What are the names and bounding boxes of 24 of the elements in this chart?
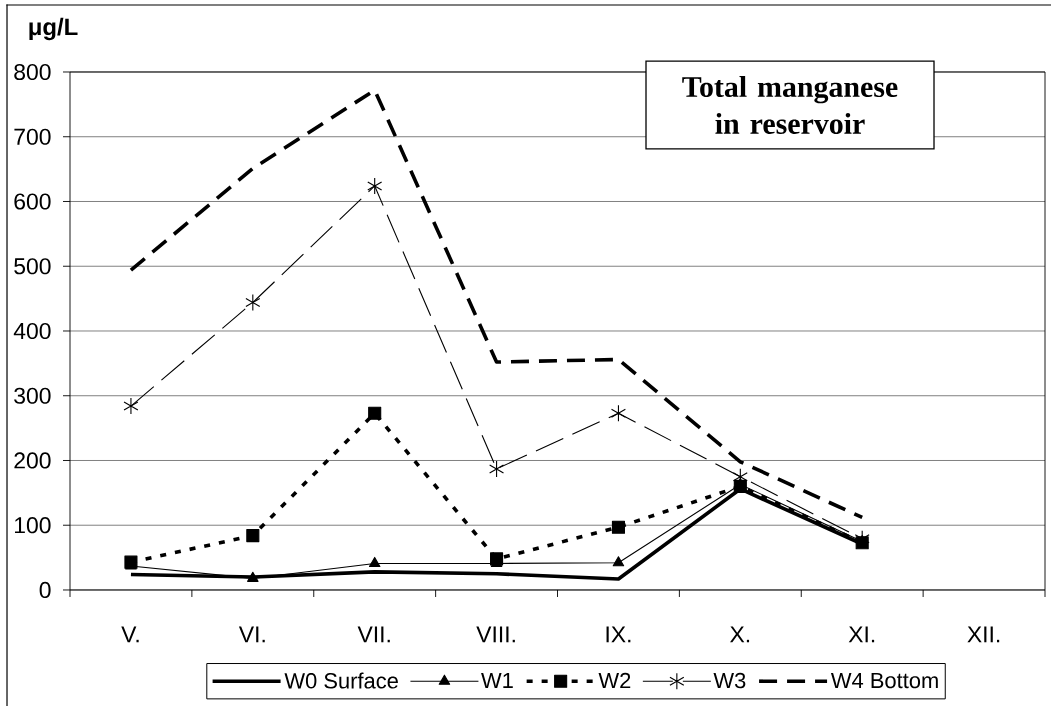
legend-label: W3 xyxy=(713,672,746,689)
x-tick-label: VI. xyxy=(238,626,265,643)
y-tick-label: 200 xyxy=(14,452,51,469)
x-tick-label: V. xyxy=(121,626,139,643)
y-axis-title: μg/L xyxy=(29,17,78,41)
y-tick-label: 800 xyxy=(14,63,51,81)
y-tick-label: 400 xyxy=(13,322,51,340)
x-tick-label: X. xyxy=(730,626,750,643)
text: Total manganese in reservoir xyxy=(682,76,898,134)
x-tick-label: XII. xyxy=(967,626,1000,643)
x-tick-label: XI. xyxy=(848,626,875,643)
y-tick-label: 0 xyxy=(39,581,51,599)
x-tick-label: IX. xyxy=(606,626,631,643)
y-tick-label: 700 xyxy=(14,128,51,145)
x-tick-label: VII. xyxy=(357,626,390,643)
legend-label: W4 Bottom xyxy=(830,672,938,689)
legend-label: W1 xyxy=(481,672,513,688)
y-tick-label: 300 xyxy=(14,387,51,404)
x-tick-label: VIII. xyxy=(476,626,515,643)
y-tick-label: 100 xyxy=(15,517,51,534)
legend-label: W2 xyxy=(598,672,631,689)
y-tick-label: 500 xyxy=(14,258,51,275)
legend-label: W0 Surface xyxy=(284,672,398,689)
y-tick-label: 600 xyxy=(14,193,51,210)
